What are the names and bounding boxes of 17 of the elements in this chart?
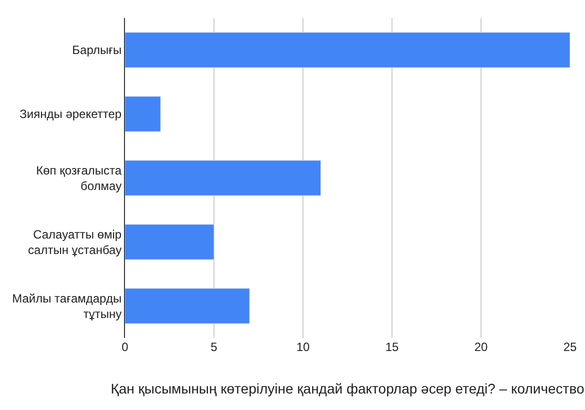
bar <box>125 96 161 132</box>
bar <box>125 288 250 324</box>
x-tick-label: 20 <box>474 340 488 354</box>
bar <box>125 160 322 196</box>
y-tick-label: Зиянды әрекеттер <box>20 107 122 122</box>
y-tick-label: Майлы тағамдарды тұтыну <box>12 291 122 321</box>
x-tick-label: 25 <box>563 340 577 354</box>
x-tick-label: 10 <box>296 340 310 354</box>
y-tick-label: Көп қозғалыста болмау <box>36 163 122 193</box>
x-tick-label: 0 <box>122 340 129 354</box>
y-tick-label: Салауатты өмір салтын ұстанбау <box>28 227 122 257</box>
bar <box>125 32 570 68</box>
x-tick-label: 5 <box>210 340 218 354</box>
y-tick-label: Барлығы <box>72 43 122 58</box>
x-axis-title: Қан қысымының көтерілуіне қандай факторлар әсер етеді? – количество <box>110 380 584 396</box>
x-tick-label: 15 <box>385 340 399 354</box>
bar <box>125 224 214 260</box>
